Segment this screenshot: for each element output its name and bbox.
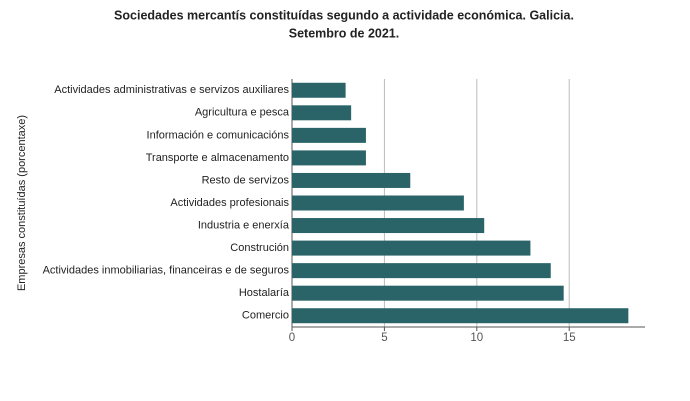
y-tick-label: Construción <box>230 242 289 254</box>
chart-subtitle: Setembro de 2021. <box>289 26 399 40</box>
bar <box>292 285 564 301</box>
x-tick-label: 15 <box>563 332 576 344</box>
bar <box>292 172 411 188</box>
bar <box>292 150 366 166</box>
bar <box>292 82 346 98</box>
y-tick-label: Actividades inmobiliarias, financeiras e… <box>43 265 290 277</box>
x-tick-label: 10 <box>470 332 483 344</box>
y-tick-label: Hostalaría <box>239 287 290 299</box>
bar <box>292 308 629 324</box>
bar <box>292 127 366 143</box>
y-tick-label: Información e comunicacións <box>147 129 290 141</box>
y-tick-label: Actividades profesionais <box>170 197 289 209</box>
chart-title: Sociedades mercantís constituídas segund… <box>114 8 574 22</box>
y-tick-label: Resto de servizos <box>202 174 290 186</box>
y-tick-label: Agricultura e pesca <box>195 107 290 119</box>
y-tick-label: Actividades administrativas e servizos a… <box>54 84 289 96</box>
y-tick-label: Industria e enerxía <box>198 219 290 231</box>
y-axis-label: Empresas constituídas (porcentaxe) <box>16 115 28 291</box>
bar <box>292 263 551 279</box>
x-tick-label: 5 <box>381 332 387 344</box>
bar <box>292 240 531 256</box>
bar <box>292 195 464 211</box>
x-tick-label: 0 <box>289 332 295 344</box>
y-tick-label: Transporte e almacenamento <box>146 152 289 164</box>
bar <box>292 105 352 121</box>
y-tick-label: Comercio <box>242 310 289 322</box>
bar <box>292 218 485 234</box>
